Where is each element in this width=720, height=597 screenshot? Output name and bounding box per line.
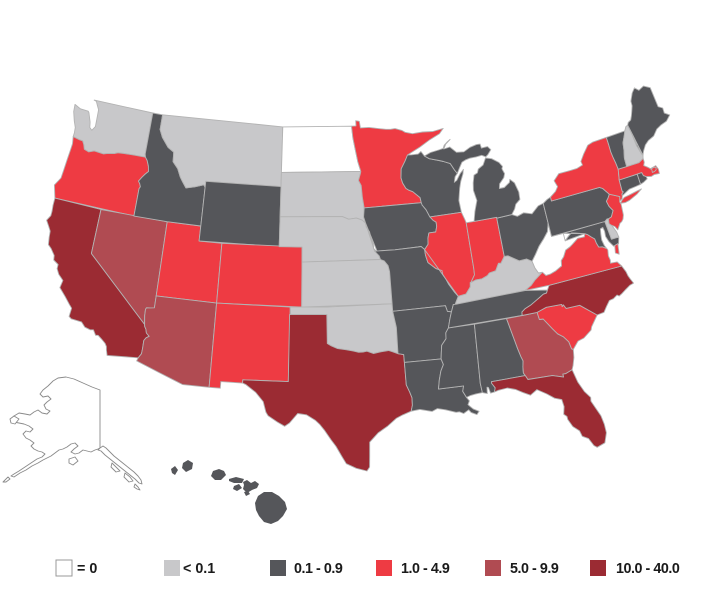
svg-text:< 0.1: < 0.1 — [183, 561, 215, 577]
svg-text:10.0 - 40.0: 10.0 - 40.0 — [616, 561, 680, 577]
svg-text:= 0: = 0 — [77, 561, 97, 577]
svg-text:5.0 - 9.9: 5.0 - 9.9 — [510, 561, 559, 577]
svg-text:1.0 - 4.9: 1.0 - 4.9 — [401, 561, 450, 577]
svg-text:0.1 - 0.9: 0.1 - 0.9 — [294, 561, 343, 577]
